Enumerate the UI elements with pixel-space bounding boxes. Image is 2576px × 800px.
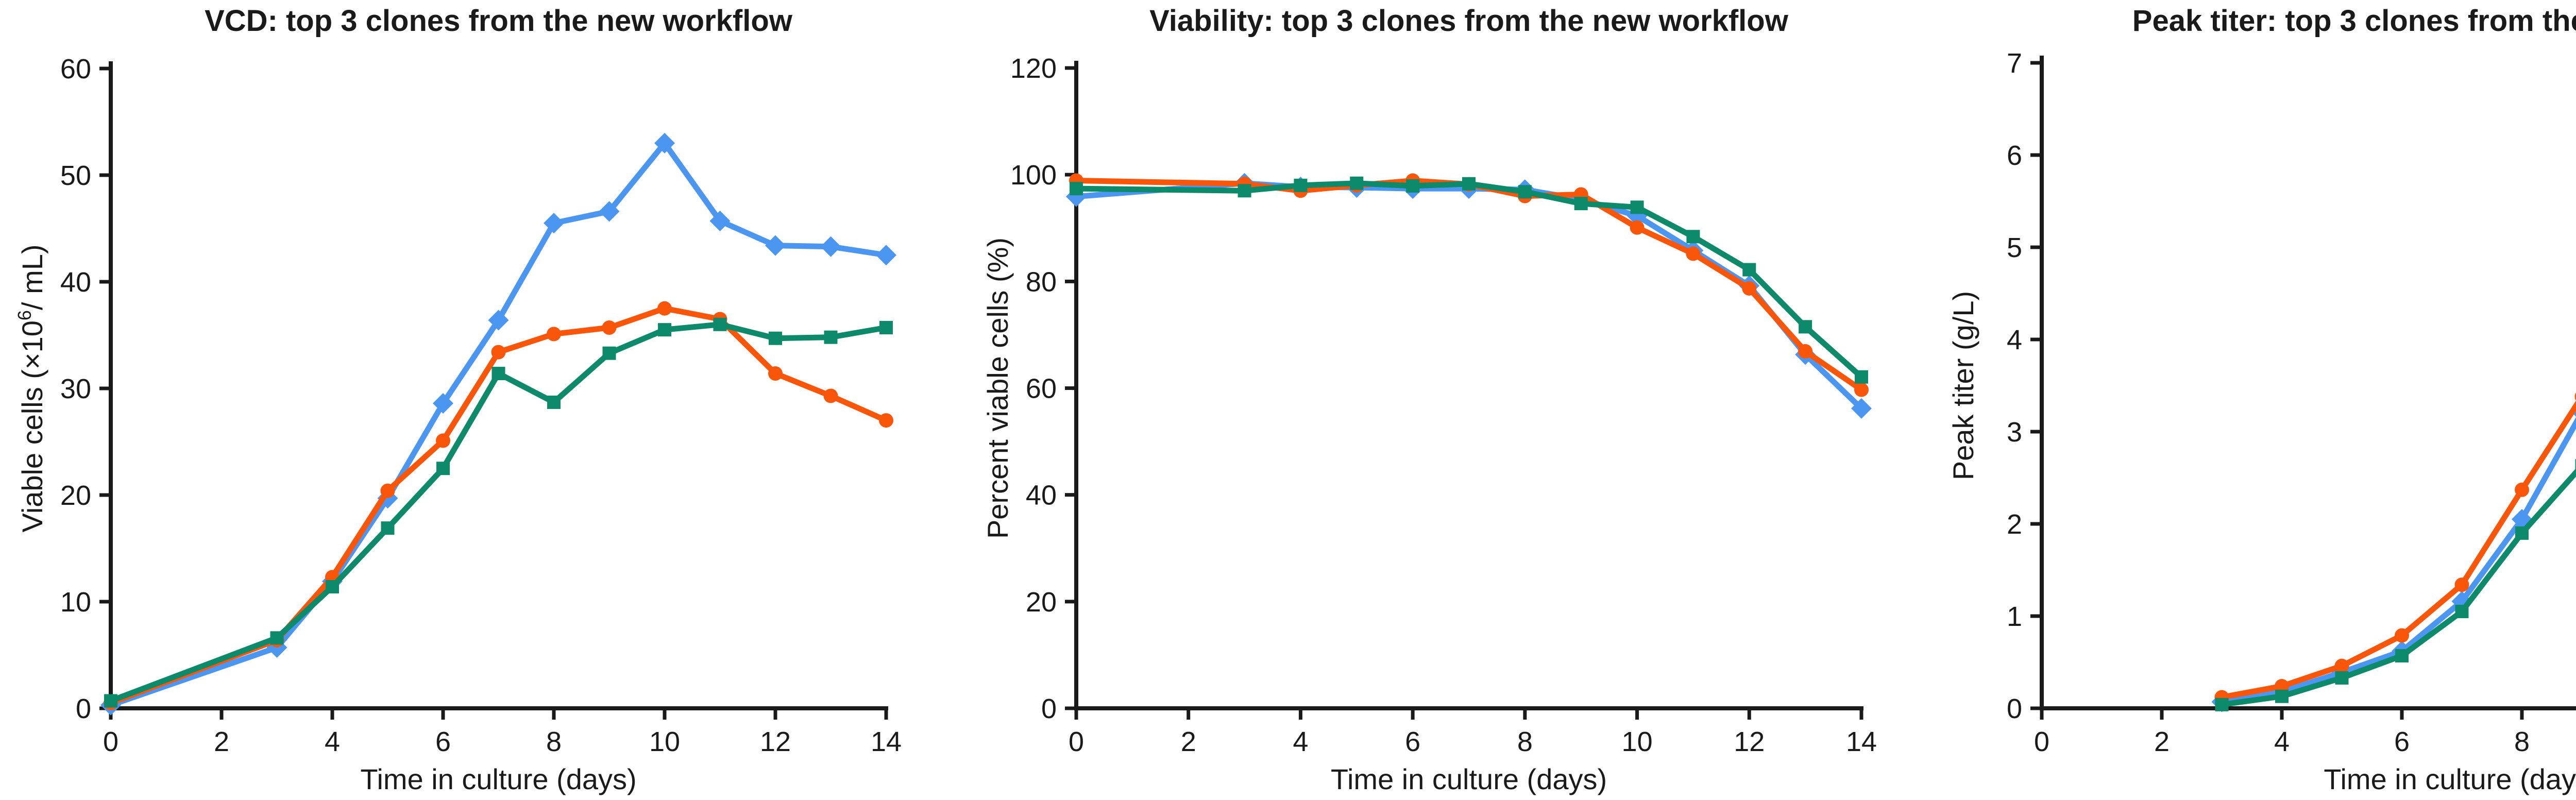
svg-text:20: 20 [60, 480, 91, 511]
svg-text:5: 5 [2007, 232, 2022, 263]
x-axis-label: Time in culture (days) [1331, 763, 1607, 795]
svg-text:0: 0 [103, 726, 118, 757]
svg-text:0: 0 [1069, 726, 1084, 757]
svg-text:30: 30 [60, 373, 91, 404]
svg-text:50: 50 [60, 160, 91, 191]
viability-chart: 0 2 4 6 8 10 12 14 0 20 40 60 80 100 120 Viability: to… [981, 4, 1877, 795]
svg-text:20: 20 [1026, 587, 1057, 618]
svg-text:40: 40 [1026, 480, 1057, 511]
svg-text:4: 4 [325, 726, 340, 757]
y-axis-label: Percent viable cells (%) [981, 237, 1014, 539]
svg-text:80: 80 [1026, 266, 1057, 297]
tick-labels: 0 2 4 6 8 10 12 14 0 20 40 60 80 100 120 [1010, 53, 1877, 757]
svg-text:6: 6 [435, 726, 451, 757]
svg-text:7: 7 [2007, 48, 2022, 79]
data-series [100, 132, 896, 716]
vcd-chart-panel: 0 2 4 6 8 10 12 14 0 10 20 30 40 50 60 VCD: top 3 clon… [0, 0, 965, 800]
svg-text:3: 3 [2007, 417, 2022, 448]
svg-text:4: 4 [1293, 726, 1308, 757]
svg-text:14: 14 [871, 726, 902, 757]
svg-text:8: 8 [546, 726, 562, 757]
svg-text:2: 2 [1181, 726, 1196, 757]
svg-text:8: 8 [2514, 726, 2530, 757]
svg-text:6: 6 [2007, 140, 2022, 171]
chart-title: Peak titer: top 3 clones from the new wo… [2132, 4, 2576, 38]
svg-text:2: 2 [2154, 726, 2170, 757]
data-series [1066, 173, 1872, 419]
svg-text:100: 100 [1010, 160, 1057, 191]
y-axis-label: Peak titer (g/L) [1947, 291, 1979, 480]
svg-text:40: 40 [60, 267, 91, 298]
svg-text:2: 2 [214, 726, 229, 757]
svg-text:1: 1 [2007, 601, 2022, 632]
svg-text:10: 10 [60, 587, 91, 618]
svg-text:0: 0 [2034, 726, 2049, 757]
x-axis-label: Time in culture (days) [360, 763, 636, 795]
axes [99, 61, 888, 720]
svg-text:8: 8 [1517, 726, 1533, 757]
tick-labels: 0 2 4 6 8 10 12 14 0 10 20 30 40 50 60 [60, 54, 902, 757]
svg-text:0: 0 [76, 693, 91, 724]
peak-titer-chart: 0246810121401234567 Peak titer: top 3 cl… [1947, 4, 2576, 795]
svg-text:4: 4 [2007, 325, 2022, 355]
svg-text:10: 10 [1622, 726, 1653, 757]
chart-title: VCD: top 3 clones from the new workflow [205, 4, 793, 38]
svg-text:0: 0 [2007, 693, 2022, 724]
svg-text:10: 10 [649, 726, 680, 757]
vcd-chart: 0 2 4 6 8 10 12 14 0 10 20 30 40 50 60 VCD: top 3 clon… [14, 4, 902, 795]
svg-text:60: 60 [60, 54, 91, 84]
svg-text:60: 60 [1026, 373, 1057, 404]
svg-text:14: 14 [1846, 726, 1877, 757]
svg-text:12: 12 [1734, 726, 1765, 757]
svg-text:0: 0 [1041, 693, 1057, 724]
svg-text:6: 6 [1405, 726, 1420, 757]
svg-text:4: 4 [2274, 726, 2290, 757]
y-axis-label: Viable cells (×106/ mL) [14, 244, 48, 532]
axes [1065, 61, 1863, 720]
peak-titer-chart-panel: 0246810121401234567 Peak titer: top 3 cl… [1931, 0, 2576, 800]
svg-text:2: 2 [2007, 509, 2022, 540]
svg-text:120: 120 [1010, 53, 1057, 84]
svg-text:12: 12 [760, 726, 791, 757]
axes [2030, 56, 2576, 720]
chart-title: Viability: top 3 clones from the new wor… [1149, 4, 1789, 38]
tick-labels: 0246810121401234567 [2007, 48, 2530, 757]
data-series [2211, 392, 2576, 712]
viability-chart-panel: 0 2 4 6 8 10 12 14 0 20 40 60 80 100 120 Viability: to… [965, 0, 1930, 800]
svg-text:6: 6 [2394, 726, 2410, 757]
x-axis-label: Time in culture (days) [2324, 763, 2576, 795]
